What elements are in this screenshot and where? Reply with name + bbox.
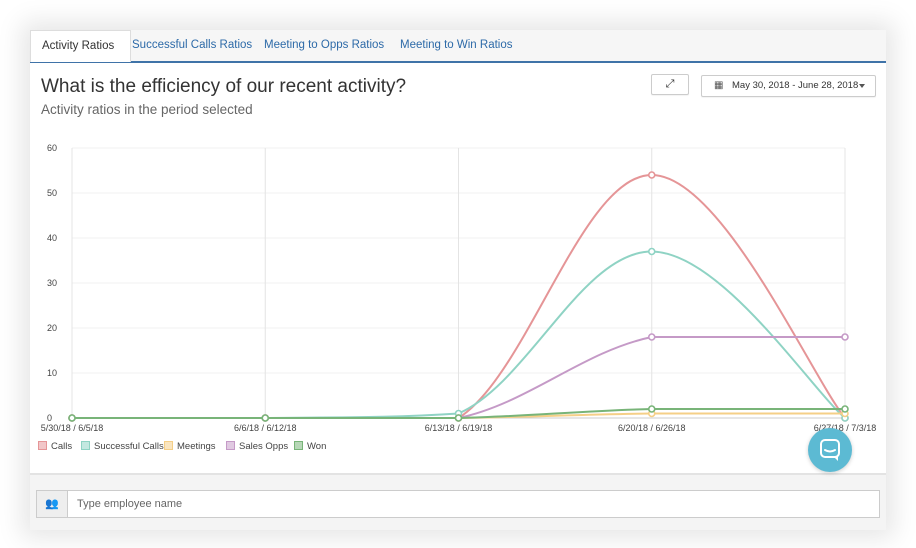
page-subtitle: Activity ratios in the period selected	[41, 102, 253, 117]
tab-activity-ratios[interactable]: Activity Ratios	[30, 30, 131, 62]
x-tick-label: 6/20/18 / 6/26/18	[618, 423, 686, 433]
legend-item[interactable]: Won	[294, 441, 326, 452]
tab-successful-calls-ratios[interactable]: Successful Calls Ratios	[132, 39, 253, 51]
date-range-label: May 30, 2018 - June 28, 2018	[732, 80, 859, 91]
y-tick-label: 60	[47, 143, 57, 153]
y-tick-label: 40	[47, 233, 57, 243]
data-point-won	[68, 414, 76, 422]
activity-line-chart: 0 10 20 30 40 50 60 5/30/18 / 6/5/18 6/6/18 / 6/…	[41, 143, 877, 433]
legend-item[interactable]: Successful Calls	[81, 441, 164, 452]
tab-bar: Activity Ratios Successful Calls Ratios …	[30, 30, 886, 63]
data-point-won	[841, 405, 849, 413]
legend-label: Calls	[51, 441, 73, 452]
x-tick-label: 6/27/18 / 7/3/18	[814, 423, 877, 433]
x-tick-label: 6/13/18 / 6/19/18	[425, 423, 493, 433]
legend-item[interactable]: Calls	[38, 441, 72, 452]
legend-label: Meetings	[177, 441, 216, 452]
legend-item[interactable]: Meetings	[164, 441, 216, 452]
page-title: What is the efficiency of our recent act…	[41, 76, 407, 97]
tab-meeting-to-opps-ratios[interactable]: Meeting to Opps Ratios	[264, 39, 385, 51]
x-tick-label: 5/30/18 / 6/5/18	[41, 423, 104, 433]
expand-button[interactable]: ⤢	[651, 74, 689, 95]
legend-swatch	[164, 441, 173, 450]
data-point-won	[261, 414, 270, 422]
legend-swatch	[38, 441, 47, 450]
data-point-won	[454, 414, 463, 422]
legend-label: Successful Calls	[94, 441, 164, 452]
data-point-won	[647, 405, 656, 413]
legend-swatch	[81, 441, 90, 450]
employee-name-input[interactable]	[77, 491, 857, 517]
chevron-down-icon	[859, 84, 865, 88]
y-tick-label: 10	[47, 368, 57, 378]
y-tick-label: 30	[47, 278, 57, 288]
data-point-sales-opps	[647, 333, 656, 341]
data-point-sales-opps	[841, 333, 849, 341]
legend-item[interactable]: Sales Opps	[226, 441, 288, 452]
y-tick-label: 0	[47, 413, 52, 423]
legend-swatch	[294, 441, 303, 450]
chat-button[interactable]	[808, 428, 852, 472]
legend-swatch	[226, 441, 235, 450]
expand-arrows-icon: ⤢	[665, 78, 675, 90]
chat-bubble-icon	[820, 439, 840, 461]
employee-search: 👥	[36, 490, 880, 518]
legend-label: Sales Opps	[239, 441, 289, 452]
calendar-icon: ▦	[714, 80, 724, 91]
legend-label: Won	[307, 441, 327, 452]
x-tick-label: 6/6/18 / 6/12/18	[234, 423, 297, 433]
y-tick-label: 50	[47, 188, 57, 198]
activity-ratios-card: Activity Ratios Successful Calls Ratios …	[30, 30, 886, 530]
y-tick-label: 20	[47, 323, 57, 333]
data-point-successful-calls	[647, 247, 656, 256]
users-icon: 👥	[37, 491, 68, 517]
tab-meeting-to-win-ratios[interactable]: Meeting to Win Ratios	[400, 39, 513, 51]
date-range-picker[interactable]: ▦ May 30, 2018 - June 28, 2018	[701, 75, 876, 97]
data-point-calls	[647, 171, 656, 179]
divider	[30, 473, 886, 475]
